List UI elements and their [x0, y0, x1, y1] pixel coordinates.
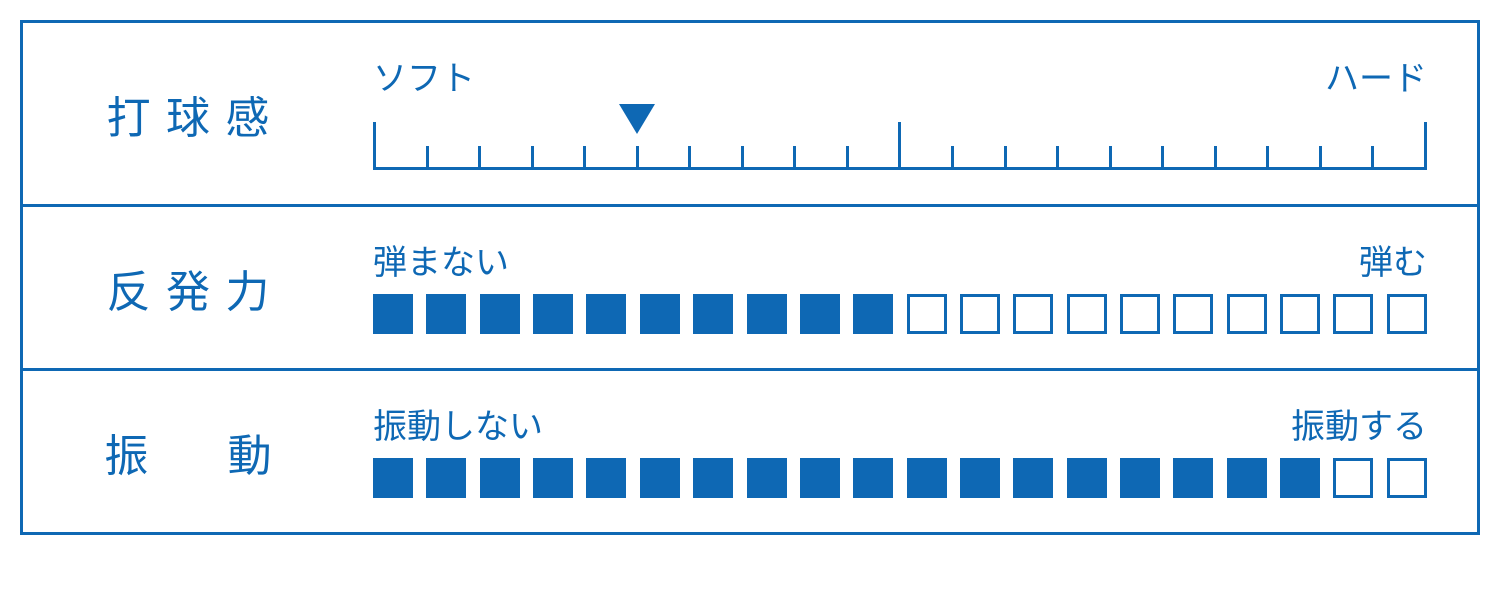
row-value: ソフト ハード — [353, 23, 1477, 204]
row-label: 反発力 — [23, 207, 353, 368]
row-rebound: 反発力 弾まない 弾む — [23, 207, 1477, 371]
row-label: 振動 — [23, 371, 353, 532]
scale-tick — [1424, 122, 1427, 170]
gauge-square — [1067, 294, 1107, 334]
end-labels: 弾まない 弾む — [373, 235, 1427, 284]
gauge-square — [853, 294, 893, 334]
gauge-square — [747, 294, 787, 334]
scale-marker-icon — [619, 104, 655, 134]
gauge-square — [480, 458, 520, 498]
gauge-square — [1387, 458, 1427, 498]
row-vibration: 振動 振動しない 振動する — [23, 371, 1477, 532]
gauge-square — [480, 294, 520, 334]
gauge-square — [960, 458, 1000, 498]
scale-tick — [373, 122, 376, 170]
end-labels: ソフト ハード — [373, 51, 1427, 100]
left-label: 振動しない — [373, 399, 543, 448]
gauge-square — [907, 294, 947, 334]
gauge-square — [800, 458, 840, 498]
spec-table: 打球感 ソフト ハード 反発力 弾まない 弾む 振動 — [20, 20, 1480, 535]
gauge-square — [747, 458, 787, 498]
gauge-square — [693, 458, 733, 498]
gauge-square — [1067, 458, 1107, 498]
square-gauge — [373, 294, 1427, 334]
gauge-square — [800, 294, 840, 334]
left-label: ソフト — [373, 51, 475, 100]
right-label: 振動する — [1291, 399, 1427, 448]
gauge-square — [1280, 458, 1320, 498]
gauge-square — [426, 458, 466, 498]
gauge-square — [1280, 294, 1320, 334]
gauge-square — [1013, 458, 1053, 498]
gauge-square — [586, 458, 626, 498]
gauge-square — [1333, 458, 1373, 498]
gauge-square — [1333, 294, 1373, 334]
gauge-square — [373, 294, 413, 334]
gauge-square — [1173, 458, 1213, 498]
gauge-square — [693, 294, 733, 334]
gauge-square — [1013, 294, 1053, 334]
left-label: 弾まない — [373, 235, 509, 284]
ruler-scale — [373, 110, 1427, 170]
row-feel: 打球感 ソフト ハード — [23, 23, 1477, 207]
gauge-square — [1387, 294, 1427, 334]
gauge-square — [1173, 294, 1213, 334]
gauge-square — [853, 458, 893, 498]
gauge-square — [426, 294, 466, 334]
row-value: 弾まない 弾む — [353, 207, 1477, 368]
scale-tick — [898, 122, 901, 170]
right-label: 弾む — [1359, 235, 1427, 284]
end-labels: 振動しない 振動する — [373, 399, 1427, 448]
gauge-square — [907, 458, 947, 498]
gauge-square — [640, 294, 680, 334]
square-gauge — [373, 458, 1427, 498]
row-value: 振動しない 振動する — [353, 371, 1477, 532]
gauge-square — [640, 458, 680, 498]
gauge-square — [1227, 294, 1267, 334]
gauge-square — [1120, 458, 1160, 498]
gauge-square — [533, 458, 573, 498]
row-label: 打球感 — [23, 23, 353, 204]
gauge-square — [373, 458, 413, 498]
right-label: ハード — [1325, 51, 1427, 100]
gauge-square — [586, 294, 626, 334]
scale-baseline — [373, 167, 1427, 170]
gauge-square — [960, 294, 1000, 334]
gauge-square — [1120, 294, 1160, 334]
gauge-square — [1227, 458, 1267, 498]
gauge-square — [533, 294, 573, 334]
